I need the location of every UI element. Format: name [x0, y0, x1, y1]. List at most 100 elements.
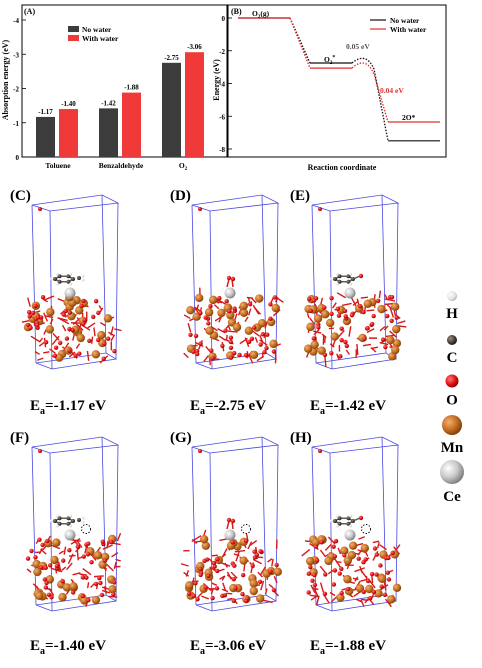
o-atom: [191, 349, 196, 354]
adsorption-energy-label: Ea=-1.17 eV: [30, 398, 106, 417]
bond: [306, 313, 310, 319]
mno2-ceo2-slab: [180, 529, 282, 605]
bond: [256, 355, 265, 362]
mn-atom: [273, 567, 282, 576]
o-atom: [394, 315, 399, 320]
o-atom: [338, 354, 343, 359]
bond: [106, 563, 114, 572]
bond: [183, 352, 189, 359]
o-atom: [343, 339, 348, 345]
c-atom: [77, 276, 81, 280]
o-atom: [57, 340, 63, 346]
mn-atom: [199, 534, 209, 544]
o-atom: [230, 540, 235, 545]
structure-panel-e: (E) Ea=-1.42 eV: [290, 188, 407, 417]
bond: [271, 558, 274, 567]
category-label: Toluene: [45, 161, 71, 170]
o-atom: [374, 572, 379, 577]
y-tick-label: -8: [219, 146, 225, 154]
bond: [79, 573, 87, 576]
mn-atom: [194, 293, 204, 303]
bond: [86, 582, 90, 589]
mn-atom: [324, 556, 333, 566]
o-atom: [362, 336, 367, 342]
c-atom: [337, 274, 342, 279]
bond: [219, 575, 225, 580]
legend-atom-c: [447, 335, 457, 345]
unit-cell-box: [311, 436, 400, 612]
mn-atom: [239, 308, 249, 317]
o-atom: [206, 573, 211, 579]
mn-atom: [391, 345, 400, 355]
bond: [337, 547, 342, 555]
o-atom: [198, 341, 203, 346]
mn-atom: [343, 556, 352, 565]
o-atom: [332, 554, 338, 559]
o-atom: [214, 586, 220, 591]
mn-atom: [204, 308, 214, 317]
o-atom: [385, 313, 390, 319]
mn-atom: [204, 568, 213, 577]
o-atom: [195, 596, 200, 602]
bond: [70, 537, 81, 545]
o-atom: [101, 356, 106, 361]
h-atom: [336, 282, 339, 286]
o-atom: [268, 316, 273, 321]
mn-atom: [249, 586, 258, 596]
bond: [68, 554, 76, 557]
bond: [267, 558, 273, 563]
bar: [122, 92, 141, 157]
bond: [210, 588, 214, 595]
bond: [274, 297, 279, 303]
bond: [26, 568, 32, 573]
bond: [313, 328, 320, 336]
bond: [233, 553, 240, 557]
bond: [313, 588, 320, 599]
bond: [331, 302, 337, 309]
bond: [350, 297, 357, 307]
mno2-ceo2-slab: [21, 293, 122, 364]
o-atom: [271, 587, 277, 593]
o-atom: [329, 351, 334, 356]
o-atom: [366, 578, 371, 584]
bond: [253, 306, 262, 315]
o-atom: [43, 585, 49, 590]
mn-atom: [91, 595, 101, 605]
bond: [234, 549, 246, 553]
o-atom: [358, 515, 364, 521]
mn-atom: [317, 346, 326, 355]
o-atom: [243, 353, 249, 358]
h-atom: [56, 282, 59, 286]
bond: [319, 549, 326, 557]
bond: [348, 326, 352, 337]
mn-atom: [192, 312, 201, 321]
mn-atom: [271, 303, 280, 313]
o-atom: [337, 571, 342, 576]
mno2-ceo2-slab: [303, 290, 407, 368]
bond: [226, 592, 233, 595]
panel-b-y-ticks: 0 -2 -4 -6 -8: [219, 15, 232, 154]
bond: [226, 571, 232, 580]
o-atom: [102, 341, 107, 346]
adsorbate-benzaldehyde: [329, 514, 364, 528]
h-atom: [69, 524, 72, 528]
o-atom: [67, 547, 72, 553]
o-atom: [343, 314, 348, 319]
adsorbate-toluene: [49, 514, 85, 528]
mn-atom: [330, 332, 339, 341]
bond: [106, 540, 109, 549]
bar: [185, 52, 204, 157]
o-atom: [202, 558, 207, 563]
o-atom: [82, 317, 87, 323]
h-atom: [81, 516, 85, 520]
structure-label: (C): [10, 188, 31, 204]
o-atom: [44, 580, 49, 586]
bond: [217, 299, 227, 305]
o-atom: [339, 337, 344, 343]
bond: [213, 304, 220, 310]
bond: [397, 320, 406, 325]
structure-label: (F): [10, 430, 29, 446]
unit-cell-edges: [311, 436, 400, 612]
mn-atom: [305, 556, 315, 566]
